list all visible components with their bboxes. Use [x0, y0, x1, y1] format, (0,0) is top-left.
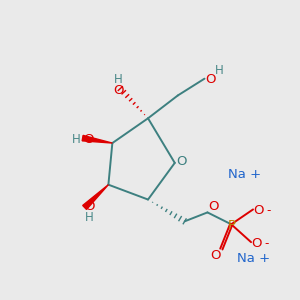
Text: O: O [210, 248, 220, 262]
Text: H: H [114, 73, 123, 86]
Text: O: O [205, 73, 216, 86]
Polygon shape [82, 135, 112, 143]
Text: O: O [83, 133, 94, 146]
Text: Na +: Na + [238, 253, 271, 266]
Text: Na +: Na + [228, 168, 261, 181]
Text: O: O [176, 155, 187, 168]
Text: -: - [265, 237, 269, 250]
Text: H: H [72, 133, 81, 146]
Text: -: - [267, 204, 271, 217]
Text: O: O [208, 200, 219, 213]
Text: O: O [252, 237, 262, 250]
Polygon shape [83, 185, 108, 209]
Text: O: O [254, 204, 264, 217]
Text: O: O [113, 84, 124, 97]
Text: H: H [215, 64, 224, 77]
Text: O: O [84, 200, 95, 213]
Text: P: P [228, 219, 236, 232]
Text: H: H [85, 211, 94, 224]
